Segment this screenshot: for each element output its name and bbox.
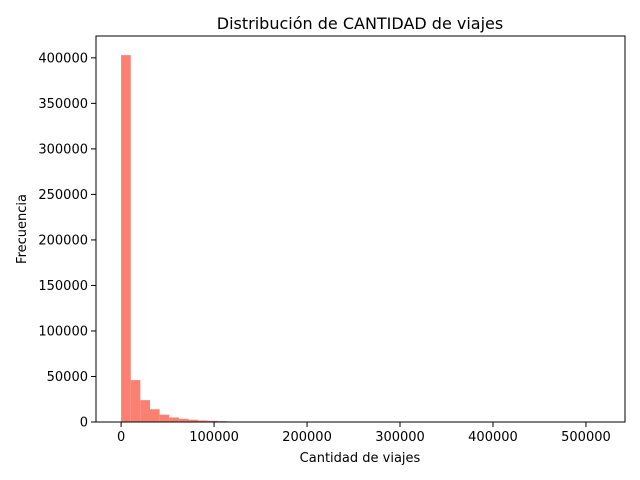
x-tick-label: 200000 — [282, 430, 332, 445]
histogram-bar — [169, 417, 179, 422]
bars-group — [121, 55, 603, 423]
x-axis-ticks: 0 100000 200000 300000 400000 500000 — [117, 422, 611, 445]
y-tick-label: 100000 — [38, 324, 88, 339]
x-tick-label: 400000 — [468, 430, 518, 445]
y-tick-label: 400000 — [38, 51, 88, 66]
histogram-bar — [149, 409, 160, 422]
chart-title: Distribución de CANTIDAD de viajes — [217, 14, 503, 33]
histogram-bar — [121, 55, 131, 423]
histogram-bar — [207, 420, 218, 422]
x-axis-label: Cantidad de viajes — [300, 451, 421, 466]
x-tick-label: 300000 — [375, 430, 425, 445]
histogram-bar — [188, 419, 199, 422]
x-tick-label: 100000 — [189, 430, 239, 445]
y-tick-label: 150000 — [38, 279, 88, 294]
x-tick-label: 0 — [117, 430, 125, 445]
y-tick-label: 350000 — [38, 97, 88, 112]
plot-frame — [95, 35, 626, 423]
y-tick-label: 250000 — [38, 188, 88, 203]
histogram-bar — [130, 380, 141, 422]
y-tick-label: 300000 — [38, 142, 88, 157]
y-tick-label: 200000 — [38, 233, 88, 248]
histogram-bar — [140, 400, 150, 422]
y-axis-ticks: 0 50000 100000 150000 200000 250000 300000 3500… — [38, 51, 96, 431]
y-tick-label: 50000 — [47, 370, 88, 385]
x-tick-label: 500000 — [561, 430, 611, 445]
histogram-bar — [198, 420, 208, 422]
histogram-bar — [159, 414, 170, 422]
y-axis-label: Frecuencia — [15, 194, 30, 264]
y-tick-label: 0 — [80, 416, 88, 431]
histogram-bar — [178, 418, 189, 422]
